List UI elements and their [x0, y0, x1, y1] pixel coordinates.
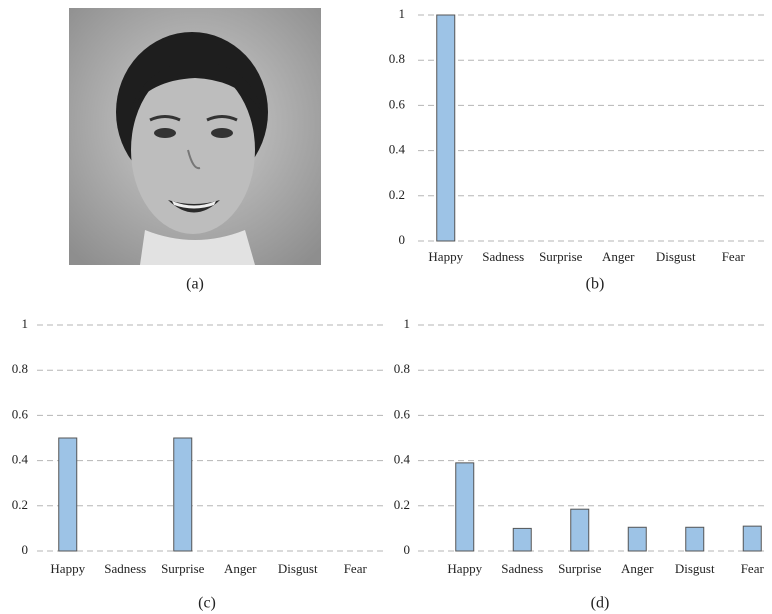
y-tick-label: 0.8: [389, 51, 405, 66]
y-tick-label: 0: [22, 542, 29, 557]
caption: (c): [198, 595, 216, 612]
bar: [59, 438, 77, 551]
x-tick-label: Happy: [50, 561, 85, 576]
x-tick-label: Fear: [722, 249, 746, 264]
x-tick-label: Happy: [447, 561, 482, 576]
bar: [743, 526, 761, 551]
y-tick-label: 0.2: [12, 497, 28, 512]
face-photo: [69, 8, 321, 265]
x-tick-label: Surprise: [558, 561, 602, 576]
bar: [513, 528, 531, 551]
y-tick-label: 0.6: [394, 406, 411, 421]
y-tick-label: 0: [404, 542, 411, 557]
y-tick-label: 0.4: [12, 452, 29, 467]
y-tick-label: 0.2: [394, 497, 410, 512]
x-tick-label: Disgust: [675, 561, 715, 576]
y-tick-label: 1: [22, 316, 29, 331]
caption: (d): [591, 595, 610, 612]
x-tick-label: Fear: [344, 561, 368, 576]
x-tick-label: Fear: [741, 561, 765, 576]
x-tick-label: Disgust: [656, 249, 696, 264]
caption: (a): [186, 276, 204, 293]
y-tick-label: 0.4: [389, 142, 406, 157]
y-tick-label: 0.8: [12, 361, 28, 376]
y-tick-label: 0.4: [394, 452, 411, 467]
x-tick-label: Surprise: [161, 561, 205, 576]
x-tick-label: Sadness: [501, 561, 543, 576]
bar: [628, 527, 646, 551]
y-tick-label: 0.2: [389, 187, 405, 202]
x-tick-label: Surprise: [539, 249, 583, 264]
y-tick-label: 1: [399, 6, 406, 21]
page: {"image": {"caption": "(a)"}, "chart_dat…: [0, 0, 772, 614]
bar: [174, 438, 192, 551]
y-tick-label: 0.6: [12, 406, 29, 421]
y-tick-label: 1: [404, 316, 411, 331]
x-tick-label: Anger: [224, 561, 257, 576]
y-tick-label: 0.8: [394, 361, 410, 376]
bar: [686, 527, 704, 551]
x-tick-label: Anger: [621, 561, 654, 576]
y-tick-label: 0: [399, 232, 406, 247]
x-tick-label: Anger: [602, 249, 635, 264]
bar: [456, 463, 474, 551]
bar: [571, 509, 589, 551]
x-tick-label: Happy: [428, 249, 463, 264]
caption: (b): [586, 276, 605, 293]
figure: (a) 0 0.2 0.4 0.6 0.8 1 Happy Sadness Surprise An…: [0, 0, 772, 614]
x-tick-label: Sadness: [482, 249, 524, 264]
bar: [437, 15, 455, 241]
x-tick-label: Sadness: [104, 561, 146, 576]
x-tick-label: Disgust: [278, 561, 318, 576]
y-tick-label: 0.6: [389, 96, 406, 111]
